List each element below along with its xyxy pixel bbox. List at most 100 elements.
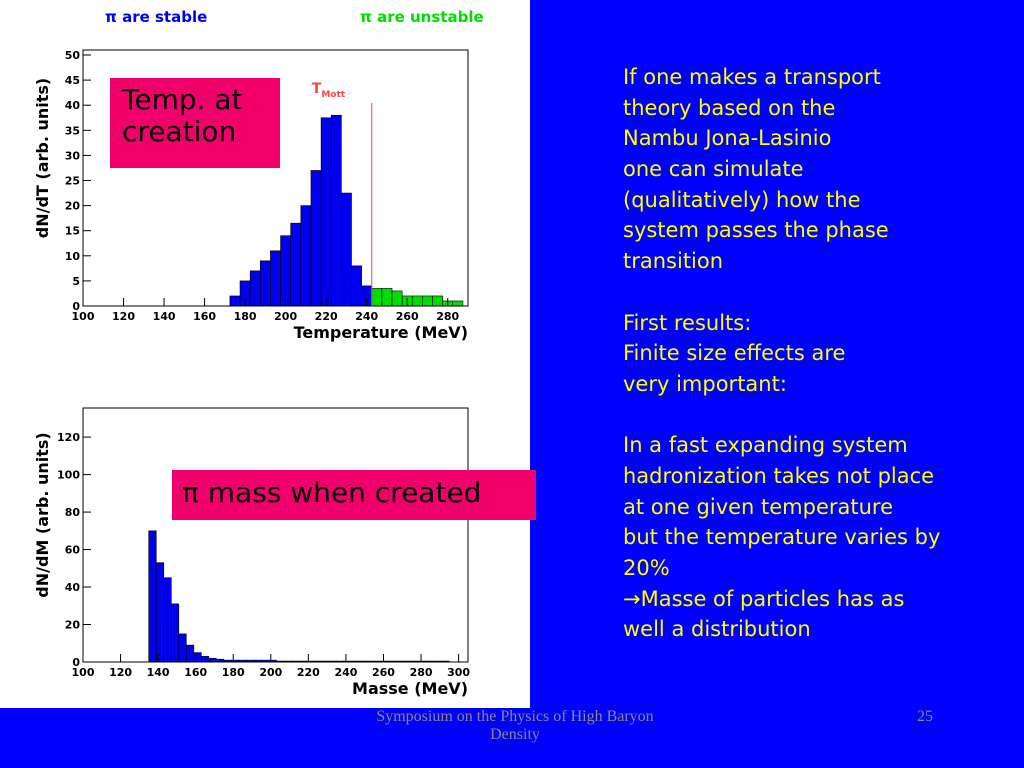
y-tick-label: 0 — [72, 300, 80, 313]
y-tick-label: 20 — [65, 619, 81, 632]
histogram-bar — [310, 170, 322, 307]
legend-entry: π are stable — [105, 8, 208, 26]
x-axis-label: Masse (MeV) — [352, 679, 468, 698]
y-tick-label: 5 — [72, 275, 80, 288]
histogram-bar — [260, 260, 271, 307]
histogram-bar — [170, 603, 180, 663]
histogram-bar — [381, 288, 393, 307]
histogram-bar — [341, 192, 352, 307]
histogram-bar — [330, 114, 342, 307]
x-tick-label: 280 — [436, 310, 459, 323]
x-tick-label: 220 — [297, 666, 320, 679]
histogram-bar — [351, 265, 362, 307]
histogram-bar — [201, 656, 210, 663]
x-tick-label: 160 — [184, 666, 207, 679]
histogram-bar — [371, 288, 383, 307]
x-axis-label: Temperature (MeV) — [294, 323, 468, 342]
x-tick-label: 100 — [72, 666, 95, 679]
body-line: Nambu Jona-Lasinio — [623, 126, 832, 151]
x-tick-label: 240 — [334, 666, 357, 679]
histogram-bar — [320, 117, 332, 307]
body-line — [623, 277, 940, 308]
body-line: theory based on the — [623, 95, 836, 120]
histogram-bar — [422, 295, 433, 307]
y-tick-label: 40 — [65, 581, 81, 594]
x-tick-label: 120 — [112, 310, 135, 323]
histogram-bar — [452, 300, 464, 307]
x-tick-label: 180 — [222, 666, 245, 679]
x-tick-label: 220 — [315, 310, 338, 323]
y-tick-label: 10 — [65, 250, 81, 263]
y-tick-label: 50 — [65, 49, 81, 62]
y-tick-label: 60 — [65, 544, 81, 557]
y-axis-label: dN/dT (arb. units) — [33, 78, 52, 238]
y-tick-label: 45 — [65, 74, 80, 87]
body-line: transition — [623, 249, 724, 274]
body-line: First results: — [623, 310, 752, 335]
histogram-bar — [185, 644, 195, 663]
body-line: If one makes a transport — [623, 65, 881, 89]
body-line — [623, 400, 940, 431]
histogram-bar — [391, 290, 403, 307]
histogram-bar — [249, 270, 261, 307]
marker-label: TMott — [312, 81, 346, 100]
histogram-bar — [290, 222, 302, 307]
x-tick-label: 300 — [447, 666, 470, 679]
x-tick-label: 200 — [259, 666, 282, 679]
annotation-box: π mass when created — [172, 470, 536, 520]
y-tick-label: 30 — [65, 149, 81, 162]
histogram-bar — [300, 205, 312, 307]
x-tick-label: 240 — [355, 310, 378, 323]
histogram-bar — [148, 530, 157, 663]
x-tick-label: 200 — [274, 310, 297, 323]
x-tick-label: 160 — [193, 310, 216, 323]
plot-frame — [82, 407, 469, 663]
x-tick-label: 140 — [153, 310, 176, 323]
y-tick-label: 20 — [65, 200, 81, 213]
y-tick-label: 80 — [65, 506, 81, 519]
y-tick-label: 35 — [65, 124, 80, 137]
x-tick-label: 180 — [234, 310, 257, 323]
footer-text: Symposium on the Physics of High Baryon … — [376, 708, 654, 743]
plot-frame — [82, 49, 469, 307]
x-tick-label: 100 — [72, 310, 95, 323]
x-tick-label: 280 — [410, 666, 433, 679]
page-number: 25 — [917, 708, 933, 725]
histogram-bar — [229, 295, 241, 307]
body-line: but the temperature varies by — [623, 525, 941, 550]
body-text: If one makes a transport theory based on … — [623, 62, 940, 645]
y-tick-label: 100 — [57, 469, 80, 482]
body-line: →Masse of particles has as — [623, 586, 905, 611]
x-tick-label: 120 — [109, 666, 132, 679]
histogram-bar — [193, 652, 202, 663]
body-line: well a distribution — [623, 617, 811, 642]
body-line: very important: — [623, 371, 787, 396]
y-tick-label: 120 — [57, 431, 80, 444]
y-axis-label: dN/dM (arb. units) — [33, 432, 52, 597]
body-line: one can simulate — [623, 157, 804, 182]
histogram-bar — [208, 657, 217, 663]
x-tick-label: 260 — [372, 666, 395, 679]
y-tick-label: 0 — [72, 656, 80, 669]
marker-label-sub: Mott — [321, 90, 345, 100]
x-tick-label: 260 — [396, 310, 419, 323]
y-tick-label: 15 — [65, 225, 80, 238]
histogram-bar — [280, 235, 291, 307]
x-tick-label: 140 — [147, 666, 170, 679]
legend-entry: π are unstable — [360, 8, 484, 26]
body-line: hadronization takes not place — [623, 463, 935, 488]
y-tick-label: 40 — [65, 99, 81, 112]
histogram-bar — [270, 250, 281, 307]
y-tick-label: 25 — [65, 175, 80, 188]
histogram-bar — [163, 577, 172, 663]
histogram-bar — [432, 295, 443, 307]
body-line: In a fast expanding system — [623, 433, 908, 458]
histogram-bar — [155, 562, 165, 663]
body-line: (qualitatively) how the — [623, 187, 861, 212]
body-line: Finite size effects are — [623, 341, 846, 366]
body-line: system passes the phase — [623, 218, 889, 243]
marker-label-main: T — [312, 81, 322, 97]
body-line: 20% — [623, 556, 670, 580]
